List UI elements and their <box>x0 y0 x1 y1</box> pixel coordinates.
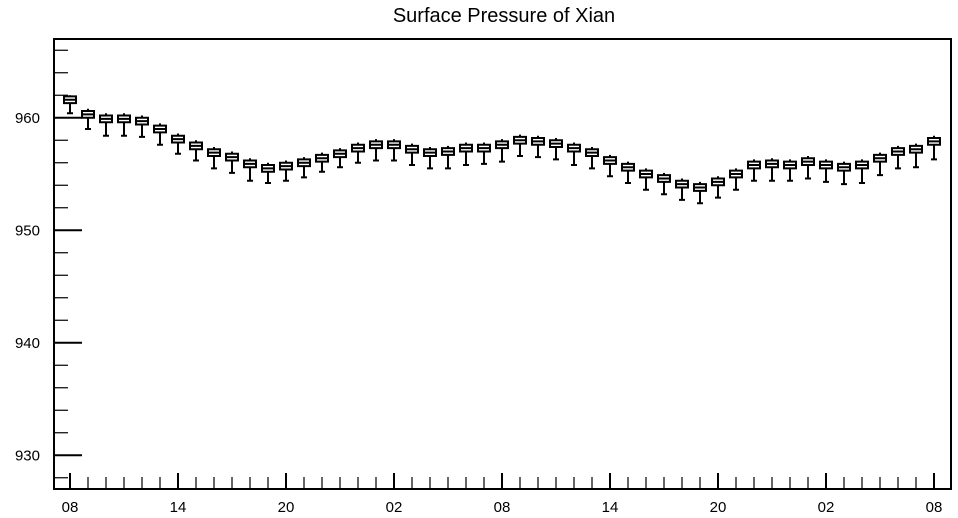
box-group <box>603 154 617 178</box>
box-group <box>369 139 383 162</box>
box-group <box>477 142 491 165</box>
box-group <box>639 168 653 191</box>
box-group <box>855 159 869 184</box>
box-group <box>909 143 923 169</box>
box-group <box>333 148 347 169</box>
box-group <box>387 139 401 162</box>
box-group <box>315 152 329 173</box>
x-tick-label: 08 <box>62 499 79 516</box>
box-group <box>621 161 635 184</box>
x-tick-label: 14 <box>170 499 187 516</box>
box-group <box>801 156 815 180</box>
x-tick-label: 20 <box>710 499 727 516</box>
box-group <box>99 113 113 137</box>
y-tick-label: 960 <box>15 110 40 127</box>
box-group <box>441 145 455 170</box>
box-group <box>261 162 275 184</box>
chart-title: Surface Pressure of Xian <box>393 5 615 27</box>
box-group <box>873 152 887 177</box>
box-group <box>549 138 563 161</box>
box-group <box>585 147 599 170</box>
box-group <box>819 159 833 183</box>
box-series <box>63 95 941 205</box>
x-tick-label: 14 <box>602 499 619 516</box>
box-group <box>927 135 941 161</box>
box-group <box>405 143 419 166</box>
box-group <box>207 147 221 170</box>
box-group <box>711 176 725 199</box>
box-group <box>63 95 77 115</box>
x-tick-label: 08 <box>494 499 511 516</box>
box-group <box>747 159 761 182</box>
box-group <box>81 108 95 130</box>
box-group <box>243 158 257 182</box>
box-group <box>135 115 149 138</box>
box-group <box>657 172 671 196</box>
box-group <box>279 160 293 182</box>
box-group <box>729 168 743 191</box>
box-group <box>225 151 239 174</box>
y-tick-label: 930 <box>15 447 40 464</box>
y-axis: 930 940 950 960 <box>15 49 82 479</box>
plot-frame <box>53 38 952 490</box>
y-tick-label: 940 <box>15 335 40 352</box>
box-group <box>189 140 203 162</box>
y-tick-label: 950 <box>15 222 40 239</box>
box-group <box>495 139 509 163</box>
box-group <box>837 161 851 186</box>
box-group <box>531 135 545 159</box>
box-group <box>693 181 707 205</box>
box-group <box>297 157 311 179</box>
box-group <box>423 147 437 170</box>
x-axis: 08 14 20 02 08 14 20 02 08 <box>62 473 943 516</box>
x-tick-label: 20 <box>278 499 295 516</box>
x-tick-label: 02 <box>386 499 403 516</box>
box-group <box>765 158 779 182</box>
box-group <box>153 123 167 146</box>
box-group <box>567 142 581 166</box>
box-group <box>513 134 527 157</box>
box-group <box>675 178 689 201</box>
x-tick-label: 02 <box>818 499 835 516</box>
x-tick-label: 08 <box>926 499 943 516</box>
box-group <box>891 145 905 170</box>
box-group <box>117 113 131 137</box>
box-group <box>459 142 473 166</box>
box-group <box>351 142 365 164</box>
box-group <box>783 159 797 182</box>
box-group <box>171 133 185 155</box>
